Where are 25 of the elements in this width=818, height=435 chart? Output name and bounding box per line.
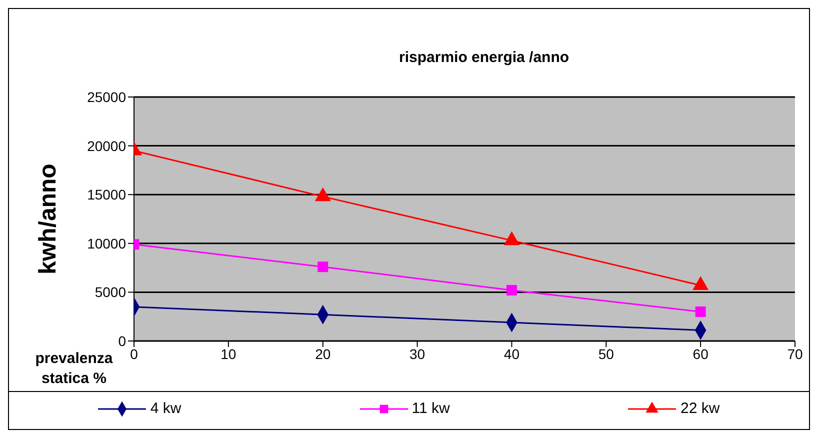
y-tick-label: 25000 [87,88,126,105]
point [314,187,331,202]
point [504,231,520,246]
x-tick-label: 40 [504,346,520,362]
legend-label: 22 kw [680,400,720,417]
y-tick-label: 10000 [87,235,126,252]
point [318,262,328,272]
y-tick-label: 0 [118,332,126,349]
y-tick-label: 5000 [94,284,126,300]
x-tick-label: 20 [315,346,331,362]
y-axis-title: kwh/anno [34,164,62,274]
legend-label: 4 kw [150,400,182,417]
y-tick-label: 15000 [87,186,126,203]
x-tick-label: 50 [598,346,614,362]
y-tick-label: 20000 [87,138,126,154]
x-axis-title: prevalenza statica % [35,350,114,387]
legend-label: 11 kw [412,400,450,417]
x-tick-label: 10 [220,346,236,362]
point [506,285,517,296]
x-tick-label: 70 [787,346,803,362]
x-tick-label: 30 [409,346,426,362]
x-tick-label: 60 [692,346,709,362]
point [695,306,706,317]
chart-title: risparmio energia /anno [399,49,570,66]
x-tick-label: 0 [130,346,138,362]
